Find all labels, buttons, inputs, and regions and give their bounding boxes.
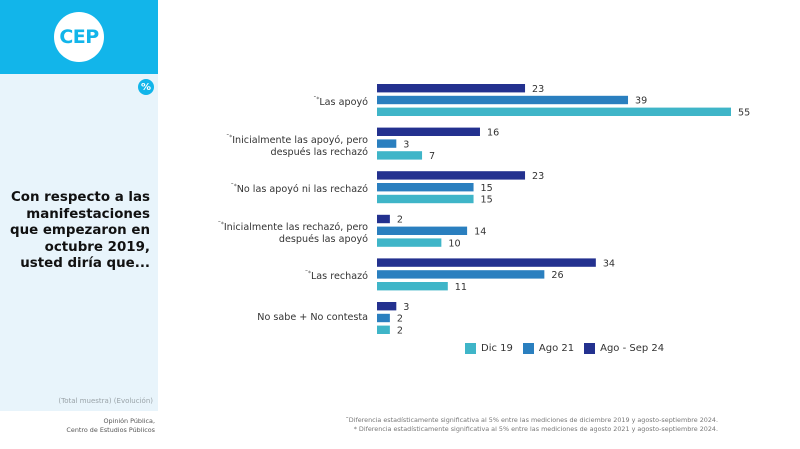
footnote-2: * Diferencia estadísticamente significat… <box>353 425 718 433</box>
category-label-line: ˜*Las rechazó <box>304 270 368 283</box>
legend-swatch <box>584 343 596 354</box>
category-label-line: ˜*Inicialmente las rechazó, pero <box>217 220 368 233</box>
category-label-line: después las apoyó <box>278 233 368 245</box>
category-label: ˜*Las apoyó <box>313 94 368 109</box>
source-line-1: Opinión Pública, <box>103 417 155 425</box>
data-label: 23 <box>532 171 544 182</box>
category-label-line: No sabe + No contesta <box>257 312 368 323</box>
legend-item: Ago 21 <box>522 343 575 354</box>
bar <box>377 325 390 334</box>
data-label: 39 <box>635 96 647 107</box>
footnotes: ˜Diferencia estadísticamente significati… <box>260 416 718 434</box>
bar <box>377 282 448 291</box>
legend-swatch <box>522 343 534 354</box>
bar <box>377 139 397 148</box>
bar <box>377 270 545 279</box>
data-label: 23 <box>532 84 544 95</box>
data-label: 15 <box>481 195 493 206</box>
data-label: 3 <box>403 139 409 150</box>
data-label: 15 <box>481 183 493 194</box>
category-label: ˜*No las apoyó ni las rechazó <box>231 181 368 196</box>
category-label: ˜*Inicialmente las apoyó, pero después la… <box>226 132 368 159</box>
data-label: 34 <box>603 258 615 269</box>
legend-label: Dic 19 <box>481 343 513 354</box>
bar <box>377 171 526 180</box>
category-label: No sabe + No contesta <box>257 312 368 324</box>
side-panel <box>0 74 158 411</box>
bar <box>377 84 526 93</box>
significance-marker: ˜* <box>217 220 224 228</box>
question-text: Con respecto a las manifestaciones que e… <box>9 190 150 272</box>
footnote-1: ˜Diferencia estadísticamente significati… <box>345 416 718 424</box>
percent-badge-text: % <box>140 81 152 93</box>
data-label: 11 <box>455 282 467 293</box>
bar <box>377 183 474 192</box>
category-label-line: ˜*Las apoyó <box>313 96 368 108</box>
data-label: 2 <box>397 215 403 226</box>
data-label: 3 <box>403 302 409 313</box>
data-label: 10 <box>448 238 460 249</box>
legend-label: Ago - Sep 24 <box>600 343 665 354</box>
legend-label: Ago 21 <box>538 343 575 354</box>
bar <box>377 302 397 311</box>
source-credit: Opinión Pública, Centro de Estudios Públ… <box>0 417 155 435</box>
bar <box>377 258 596 267</box>
data-label: 26 <box>551 270 563 281</box>
legend-item: Ago - Sep 24 <box>584 343 664 354</box>
significance-marker: ˜* <box>304 270 311 278</box>
significance-marker: ˜* <box>230 183 237 191</box>
category-label-line: después las rechazó <box>270 146 368 158</box>
bar <box>377 214 390 224</box>
chart-legend: Dic 19 Ago 21 Ago - Sep 24 <box>465 343 674 354</box>
percent-icon: % <box>138 79 154 95</box>
logo-text: CEP <box>59 26 99 48</box>
data-label: 14 <box>474 227 486 238</box>
bar <box>377 127 480 136</box>
cep-logo: CEP <box>54 12 104 62</box>
bar <box>377 151 423 160</box>
category-label-line: ˜*No las apoyó ni las rechazó <box>230 183 368 196</box>
data-label: 2 <box>397 326 403 337</box>
category-label-line: ˜*Inicialmente las apoyó, pero <box>226 133 368 146</box>
data-label: 55 <box>738 108 750 119</box>
data-label: 7 <box>429 151 435 162</box>
bar <box>377 95 629 105</box>
significance-marker: ˜* <box>226 133 233 141</box>
category-label: ˜*Inicialmente las rechazó, pero después … <box>218 219 368 246</box>
data-label: 2 <box>397 314 403 325</box>
category-label: ˜*Las rechazó <box>305 268 368 283</box>
sample-note: (Total muestra) (Evolución) <box>58 397 153 405</box>
significance-marker: ˜* <box>313 96 320 103</box>
bar <box>377 194 474 204</box>
legend-swatch <box>465 343 476 354</box>
bar <box>377 107 731 116</box>
bar <box>377 226 468 235</box>
bar <box>377 238 442 247</box>
data-label: 16 <box>487 128 499 139</box>
bar <box>377 313 390 323</box>
legend-item: Dic 19 <box>465 343 513 354</box>
source-line-2: Centro de Estudios Públicos <box>66 426 155 434</box>
